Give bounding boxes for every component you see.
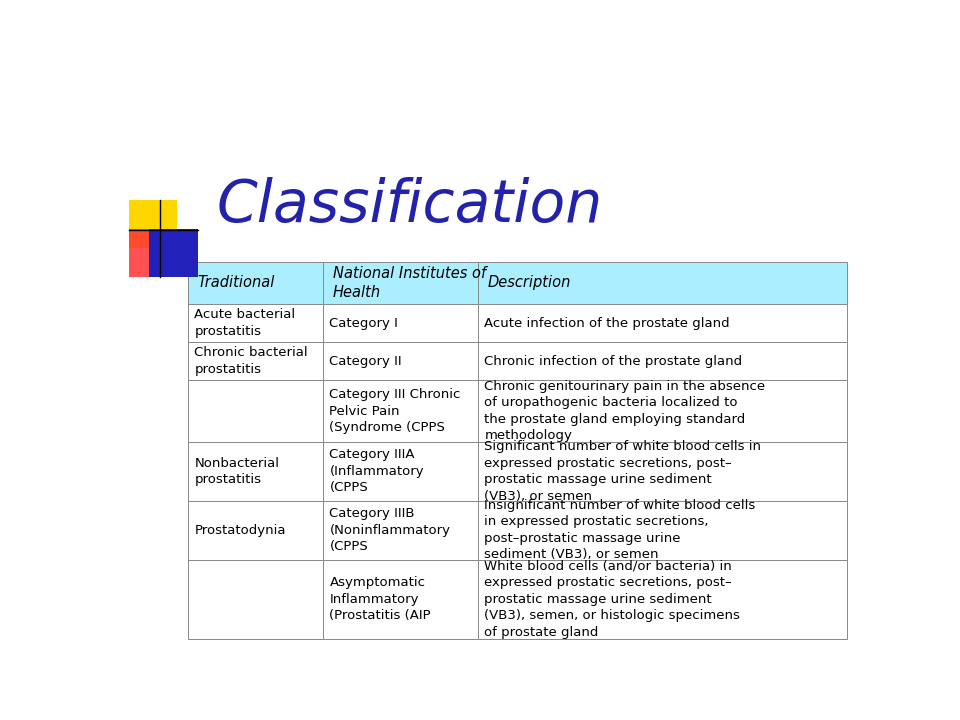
Text: White blood cells (and/or bacteria) in
expressed prostatic secretions, post–
pro: White blood cells (and/or bacteria) in e… <box>484 560 740 639</box>
Text: Category I: Category I <box>329 317 398 330</box>
Bar <box>188 501 324 559</box>
Text: Category II: Category II <box>329 355 402 368</box>
Bar <box>188 380 324 442</box>
Text: Asymptomatic
Inflammatory
(Prostatitis (AIP: Asymptomatic Inflammatory (Prostatitis (… <box>329 577 431 623</box>
Text: Nonbacterial
prostatitis: Nonbacterial prostatitis <box>194 456 279 486</box>
Bar <box>478 442 847 501</box>
Bar <box>130 200 178 248</box>
Bar <box>324 380 478 442</box>
Text: Category IIIB
(Noninflammatory
(CPPS: Category IIIB (Noninflammatory (CPPS <box>329 507 450 553</box>
Bar <box>150 229 198 276</box>
Bar <box>478 262 847 304</box>
Bar <box>188 342 324 380</box>
Text: Traditional: Traditional <box>198 276 275 290</box>
Bar <box>188 304 324 342</box>
Bar <box>188 559 324 639</box>
Bar <box>478 380 847 442</box>
Bar <box>324 501 478 559</box>
Text: Classification: Classification <box>217 177 603 234</box>
Bar <box>324 304 478 342</box>
Bar <box>324 442 478 501</box>
Bar <box>188 262 324 304</box>
Bar <box>324 342 478 380</box>
Bar <box>324 262 478 304</box>
Bar <box>324 559 478 639</box>
Text: Significant number of white blood cells in
expressed prostatic secretions, post–: Significant number of white blood cells … <box>484 440 761 503</box>
Text: Category III Chronic
Pelvic Pain
(Syndrome (CPPS: Category III Chronic Pelvic Pain (Syndro… <box>329 388 461 434</box>
Text: Description: Description <box>488 276 571 290</box>
Text: Acute infection of the prostate gland: Acute infection of the prostate gland <box>484 317 730 330</box>
Bar <box>188 442 324 501</box>
Text: Chronic genitourinary pain in the absence
of uropathogenic bacteria localized to: Chronic genitourinary pain in the absenc… <box>484 380 765 442</box>
Text: Prostatodynia: Prostatodynia <box>194 523 286 536</box>
Text: Acute bacterial
prostatitis: Acute bacterial prostatitis <box>194 308 296 338</box>
Bar <box>478 501 847 559</box>
Text: Chronic infection of the prostate gland: Chronic infection of the prostate gland <box>484 355 742 368</box>
Text: Category IIIA
(Inflammatory
(CPPS: Category IIIA (Inflammatory (CPPS <box>329 449 424 495</box>
Text: Chronic bacterial
prostatitis: Chronic bacterial prostatitis <box>194 346 308 376</box>
Bar <box>478 342 847 380</box>
Bar <box>478 304 847 342</box>
Text: Insignificant number of white blood cells
in expressed prostatic secretions,
pos: Insignificant number of white blood cell… <box>484 499 756 562</box>
Bar <box>130 229 178 276</box>
Bar <box>478 559 847 639</box>
Text: National Institutes of
Health: National Institutes of Health <box>332 266 486 300</box>
